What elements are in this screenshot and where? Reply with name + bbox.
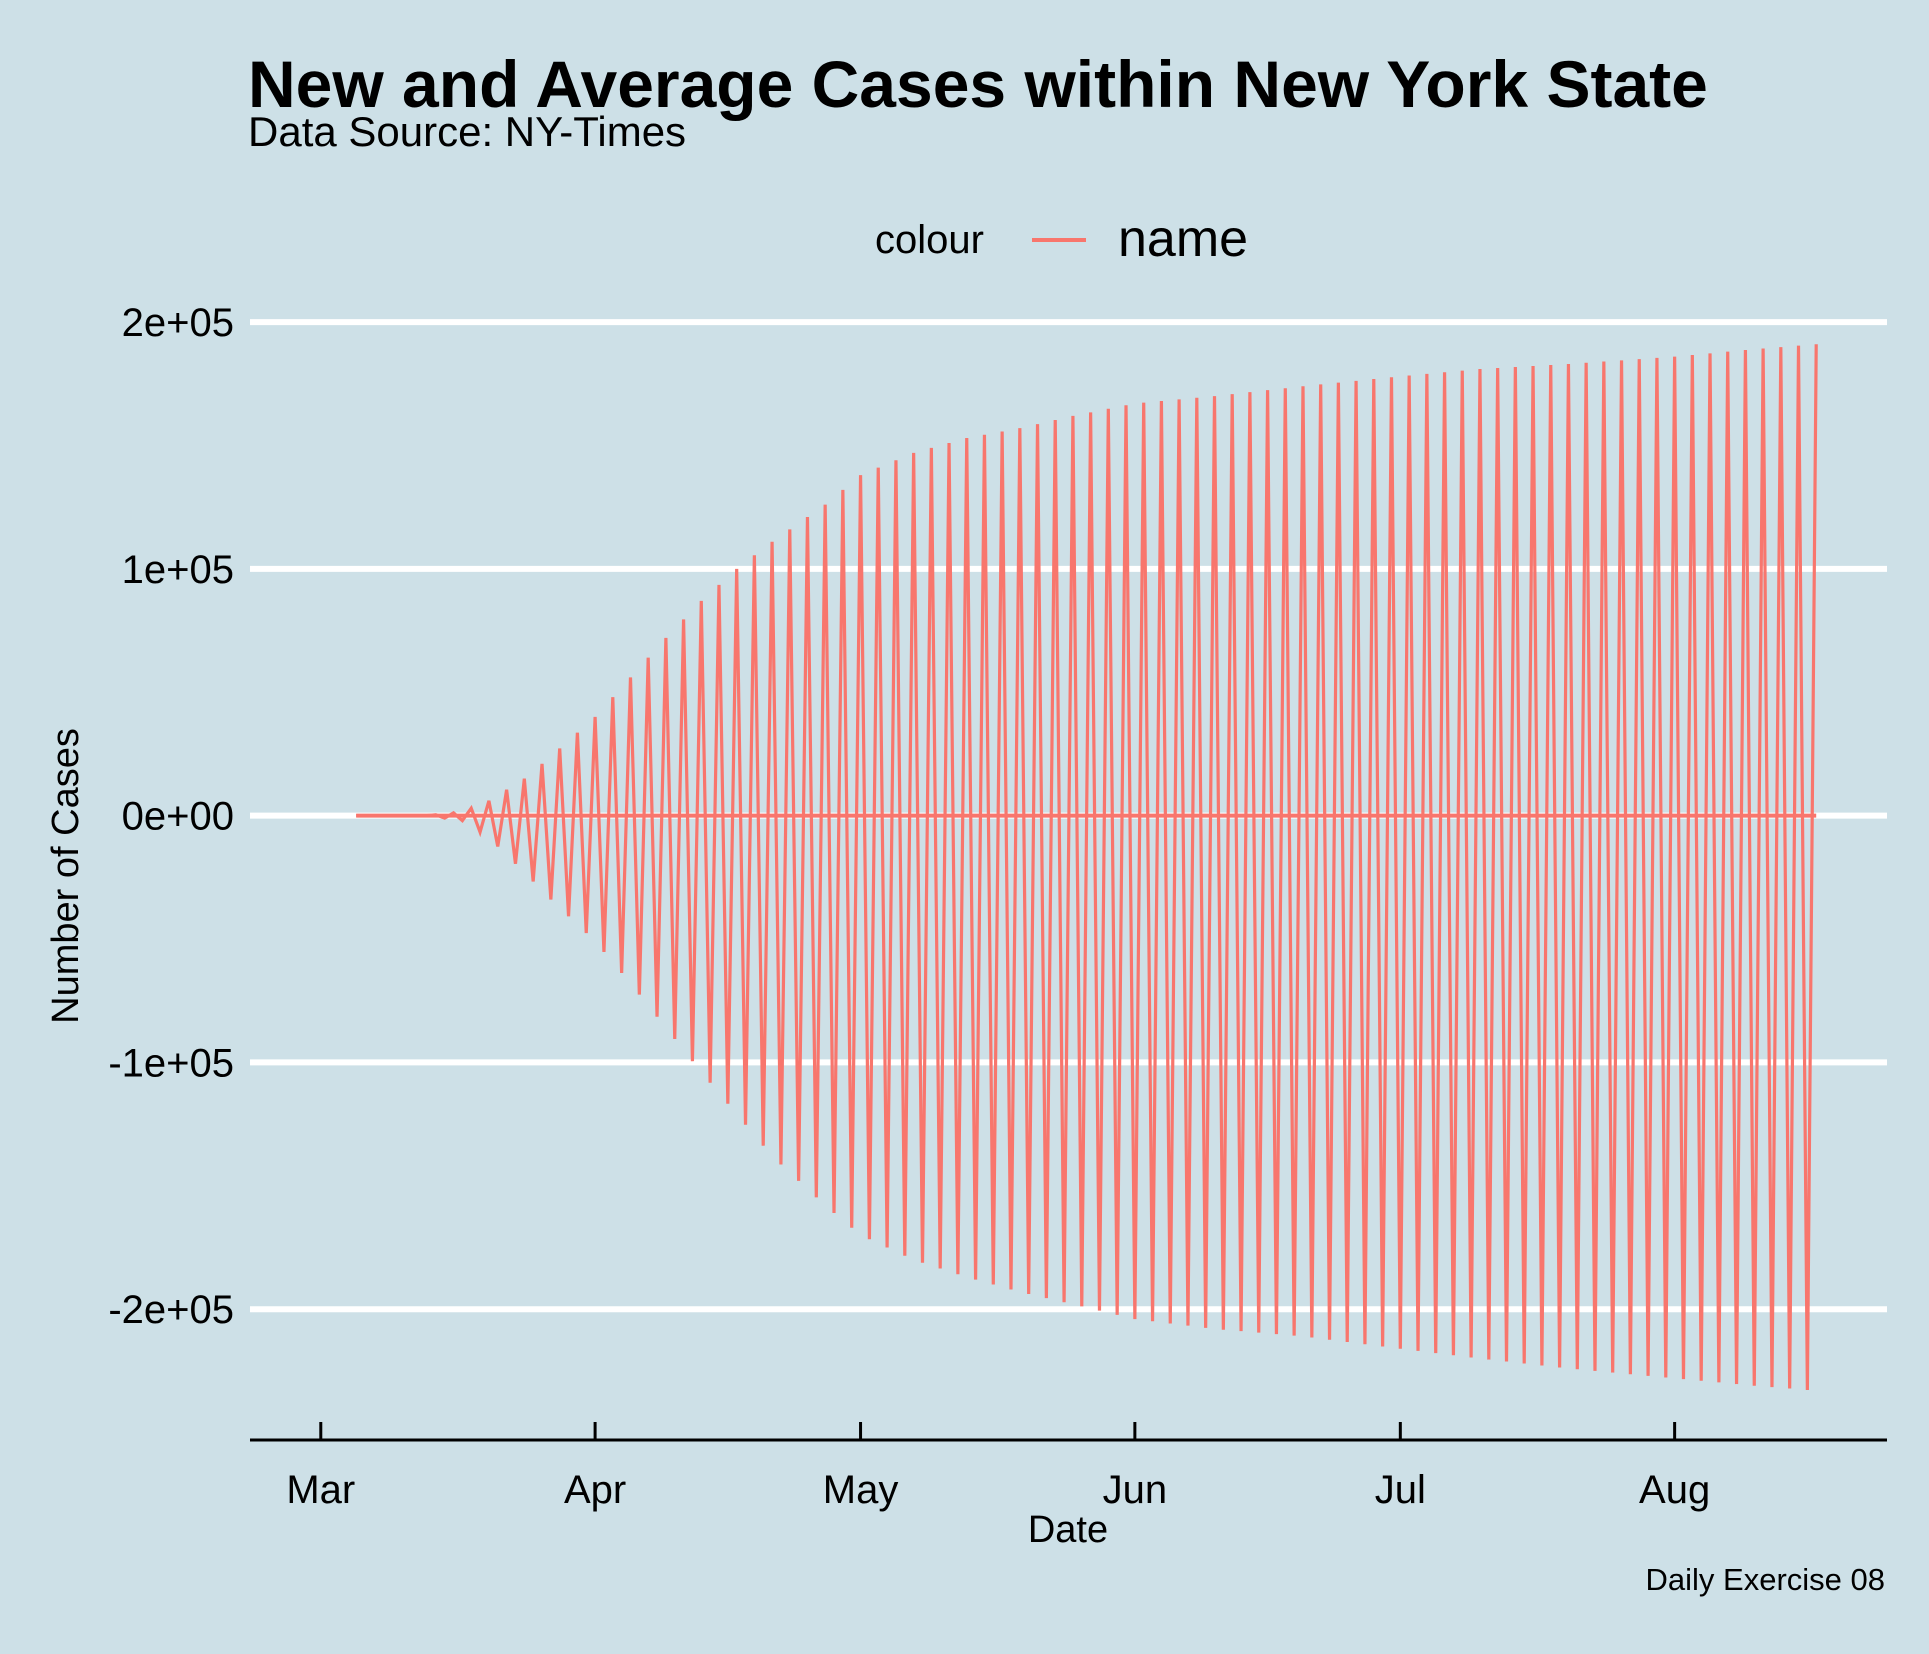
y-tick-label: 1e+05 xyxy=(122,548,234,592)
y-tick-label: -2e+05 xyxy=(108,1288,234,1332)
y-tick-label: -1e+05 xyxy=(108,1041,234,1085)
y-tick-label: 0e+00 xyxy=(122,795,234,839)
y-tick-label: 2e+05 xyxy=(122,301,234,345)
x-tick-label: Aug xyxy=(1639,1468,1710,1512)
x-axis-label: Date xyxy=(1028,1509,1108,1551)
y-axis-label: Number of Cases xyxy=(45,728,87,1024)
x-tick-label: May xyxy=(823,1468,899,1512)
legend-title: colour xyxy=(875,218,984,262)
chart-title: New and Average Cases within New York St… xyxy=(248,47,1708,121)
y-tick-labels: -2e+05 -1e+05 0e+00 1e+05 2e+05 xyxy=(108,301,234,1332)
x-tick-labels: Mar Apr May Jun Jul Aug xyxy=(286,1468,1710,1512)
x-tick-label: Mar xyxy=(286,1468,355,1512)
chart-subtitle: Data Source: NY-Times xyxy=(248,108,687,155)
series-name-oscillation xyxy=(356,344,1818,1390)
x-tick-label: Apr xyxy=(564,1468,626,1512)
x-axis xyxy=(250,1422,1887,1442)
chart-caption: Daily Exercise 08 xyxy=(1645,1562,1885,1597)
series-name-line xyxy=(356,344,1818,1390)
x-tick-label: Jun xyxy=(1103,1468,1168,1512)
x-tick-label: Jul xyxy=(1375,1468,1426,1512)
legend-entry-name: name xyxy=(1118,210,1248,268)
legend: colour name xyxy=(875,210,1248,268)
